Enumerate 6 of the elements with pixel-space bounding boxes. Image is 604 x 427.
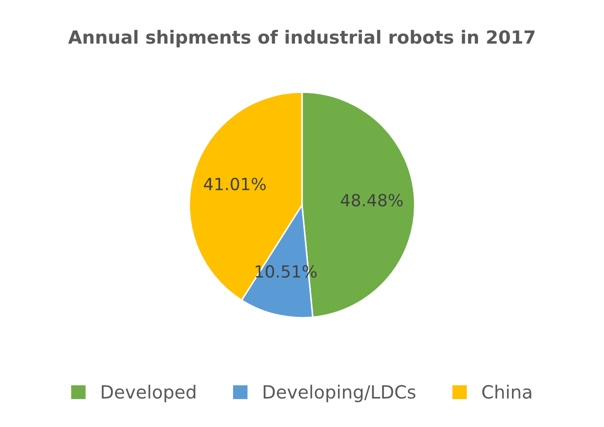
data-label: 41.01% bbox=[204, 178, 266, 190]
legend-label: Developed bbox=[102, 384, 196, 402]
legend-label: Developing/LDCs bbox=[264, 384, 416, 402]
data-label: 48.48% bbox=[340, 194, 403, 206]
chart-title: Annual shipments of industrial robots in 2017 bbox=[68, 30, 535, 48]
legend-label: China bbox=[482, 384, 532, 399]
